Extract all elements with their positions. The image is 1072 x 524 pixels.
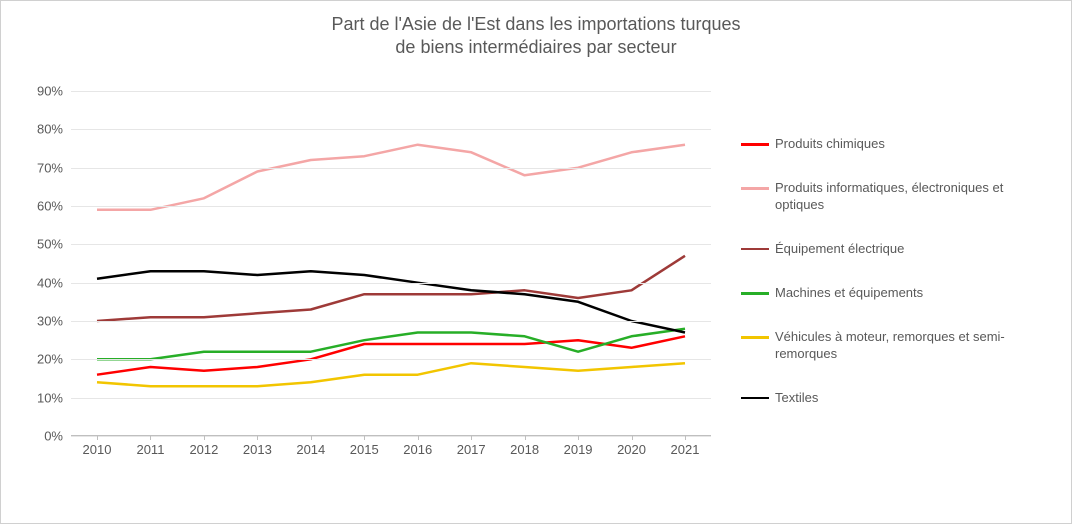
legend-item: Machines et équipements	[741, 285, 1051, 301]
x-tick-label: 2015	[350, 442, 379, 457]
y-tick-label: 0%	[44, 429, 63, 444]
x-tick-label: 2019	[564, 442, 593, 457]
x-tick-mark	[150, 436, 151, 440]
x-tick-mark	[632, 436, 633, 440]
plot-wrap: 0%10%20%30%40%50%60%70%80%90%20102011201…	[71, 91, 711, 471]
x-tick-mark	[578, 436, 579, 440]
gridline	[71, 359, 711, 360]
x-tick-label: 2012	[189, 442, 218, 457]
legend-label: Véhicules à moteur, remorques et semi-re…	[775, 329, 1051, 362]
legend-swatch	[741, 248, 769, 251]
x-tick-mark	[418, 436, 419, 440]
y-tick-label: 20%	[37, 352, 63, 367]
x-tick-label: 2010	[83, 442, 112, 457]
gridline	[71, 244, 711, 245]
x-tick-label: 2021	[671, 442, 700, 457]
legend-item: Équipement électrique	[741, 241, 1051, 257]
legend-item: Produits chimiques	[741, 136, 1051, 152]
legend-swatch	[741, 336, 769, 339]
x-tick-mark	[97, 436, 98, 440]
x-tick-label: 2016	[403, 442, 432, 457]
x-tick-label: 2013	[243, 442, 272, 457]
legend-label: Équipement électrique	[775, 241, 904, 257]
y-tick-label: 70%	[37, 160, 63, 175]
legend-label: Produits chimiques	[775, 136, 885, 152]
plot-area: 0%10%20%30%40%50%60%70%80%90%20102011201…	[71, 91, 711, 436]
legend-swatch	[741, 292, 769, 295]
title-line-1: Part de l'Asie de l'Est dans les importa…	[1, 13, 1071, 36]
gridline	[71, 398, 711, 399]
series-line	[97, 256, 685, 321]
legend-swatch	[741, 397, 769, 400]
y-tick-label: 90%	[37, 84, 63, 99]
y-tick-label: 30%	[37, 314, 63, 329]
y-tick-label: 80%	[37, 122, 63, 137]
series-line	[97, 145, 685, 210]
x-tick-label: 2014	[296, 442, 325, 457]
legend-swatch	[741, 143, 769, 146]
x-tick-mark	[471, 436, 472, 440]
y-tick-label: 10%	[37, 390, 63, 405]
gridline	[71, 206, 711, 207]
line-series-svg	[71, 91, 711, 436]
legend-label: Machines et équipements	[775, 285, 923, 301]
x-tick-mark	[525, 436, 526, 440]
legend: Produits chimiques Produits informatiques…	[741, 136, 1051, 434]
legend-item: Véhicules à moteur, remorques et semi-re…	[741, 329, 1051, 362]
title-line-2: de biens intermédiaires par secteur	[1, 36, 1071, 59]
x-tick-label: 2017	[457, 442, 486, 457]
gridline	[71, 436, 711, 437]
legend-label: Produits informatiques, électroniques et…	[775, 180, 1051, 213]
gridline	[71, 321, 711, 322]
legend-label: Textiles	[775, 390, 818, 406]
x-tick-label: 2018	[510, 442, 539, 457]
y-tick-label: 40%	[37, 275, 63, 290]
gridline	[71, 283, 711, 284]
legend-item: Textiles	[741, 390, 1051, 406]
legend-swatch	[741, 187, 769, 190]
x-tick-label: 2020	[617, 442, 646, 457]
x-tick-mark	[685, 436, 686, 440]
chart-container: Part de l'Asie de l'Est dans les importa…	[0, 0, 1072, 524]
gridline	[71, 129, 711, 130]
x-tick-label: 2011	[136, 442, 164, 457]
series-line	[97, 363, 685, 386]
x-tick-mark	[311, 436, 312, 440]
chart-title: Part de l'Asie de l'Est dans les importa…	[1, 1, 1071, 60]
x-tick-mark	[204, 436, 205, 440]
x-tick-mark	[364, 436, 365, 440]
y-tick-label: 50%	[37, 237, 63, 252]
legend-item: Produits informatiques, électroniques et…	[741, 180, 1051, 213]
y-tick-label: 60%	[37, 199, 63, 214]
x-tick-mark	[257, 436, 258, 440]
gridline	[71, 91, 711, 92]
series-line	[97, 271, 685, 332]
gridline	[71, 168, 711, 169]
